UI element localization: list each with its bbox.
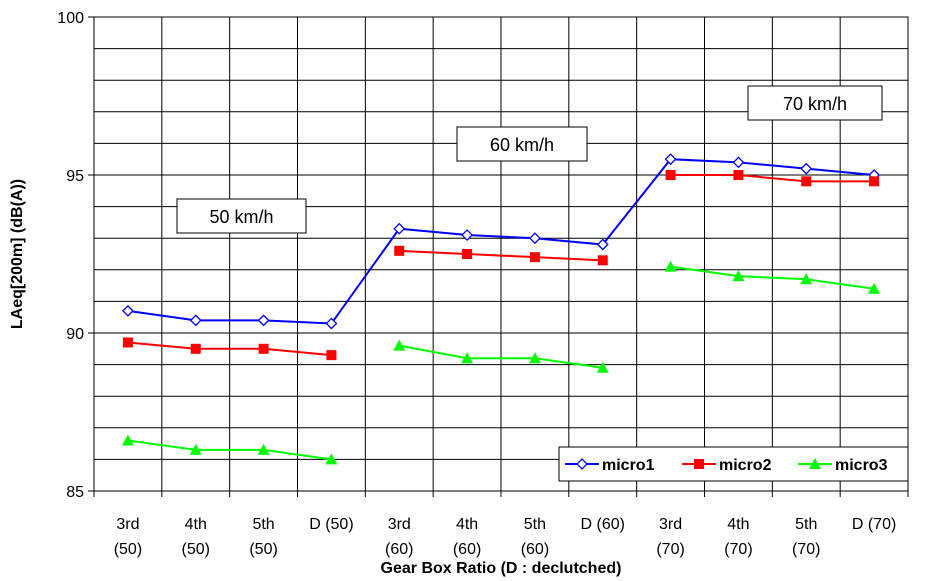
data-point [189, 314, 202, 327]
x-tick-labels: 3rd (50) 4th (50) 5th (50) D (50) 3rd (60) 4th (60… [114, 516, 897, 558]
data-point [732, 270, 745, 282]
annotation-label: 50 km/h [209, 207, 273, 227]
data-point [394, 245, 405, 256]
data-point [189, 443, 202, 455]
series-line [127, 158, 875, 325]
x-tick-label: 3rd [116, 516, 139, 533]
data-point [868, 282, 881, 294]
series-line [670, 174, 875, 183]
series [121, 153, 881, 465]
data-point [121, 434, 134, 446]
x-axis-title: Gear Box Ratio (D : declutched) [381, 560, 622, 577]
data-point [869, 176, 880, 187]
data-point [596, 238, 609, 251]
data-point [121, 304, 134, 317]
annotation-label: 60 km/h [490, 135, 554, 155]
x-tick-label: (70) [792, 541, 820, 558]
x-tick-label: 3rd [388, 516, 411, 533]
data-point [800, 273, 813, 285]
series-line [127, 341, 332, 357]
x-tick-label: (70) [656, 541, 684, 558]
data-point [325, 317, 338, 330]
data-point [664, 260, 677, 272]
grid [88, 16, 909, 497]
x-tick-label: 3rd [659, 516, 682, 533]
data-point [732, 156, 745, 169]
data-point [800, 162, 813, 175]
speed-annotations: 50 km/h 60 km/h 70 km/h [176, 85, 883, 234]
y-tick-label: 95 [66, 168, 84, 185]
x-tick-label: (60) [385, 541, 413, 558]
y-axis-title: LAeq[200m] (dB(A)) [9, 179, 26, 329]
data-point [461, 229, 474, 241]
plot-area [93, 16, 909, 492]
x-tick-label: (50) [114, 541, 142, 558]
data-point [529, 252, 540, 263]
data-point [665, 170, 676, 180]
data-point [257, 314, 270, 327]
series-line [127, 439, 332, 461]
data-point [528, 232, 541, 245]
data-point [694, 459, 704, 469]
series-line [399, 249, 603, 262]
x-tick-label: 5th [524, 516, 546, 533]
x-tick-label: D (60) [581, 516, 625, 533]
series-line [399, 344, 603, 369]
data-point [801, 176, 812, 187]
data-point [393, 222, 406, 235]
data-point [461, 352, 474, 364]
annotation-label: 70 km/h [783, 94, 847, 114]
data-point [257, 443, 270, 455]
y-tick-label: 100 [57, 10, 84, 27]
legend-label: micro1 [602, 457, 655, 474]
x-tick-label: 4th [185, 516, 207, 533]
legend: micro1 micro2 micro3 [558, 446, 909, 482]
data-point [393, 339, 406, 351]
data-point [576, 458, 588, 470]
x-tick-label: 4th [456, 516, 478, 533]
data-point [326, 350, 337, 361]
data-point [528, 352, 541, 364]
data-point [122, 337, 133, 348]
y-tick-label: 85 [66, 484, 84, 501]
x-tick-label: (70) [724, 541, 752, 558]
annotation-box [747, 85, 883, 121]
y-tick-labels: 85 90 95 100 [57, 10, 84, 501]
data-point [190, 343, 201, 354]
legend-box [558, 446, 909, 482]
x-tick-label: 5th [795, 516, 817, 533]
data-point [462, 249, 473, 259]
legend-label: micro3 [835, 457, 888, 474]
series-micro3 [121, 260, 881, 465]
series-micro2 [122, 170, 880, 361]
data-point [809, 458, 821, 469]
data-point [733, 170, 744, 180]
x-tick-label: (50) [182, 541, 210, 558]
y-tick-label: 90 [66, 326, 84, 343]
data-point [597, 255, 608, 266]
data-point [596, 361, 609, 373]
data-point [258, 343, 269, 354]
x-tick-label: (50) [249, 541, 277, 558]
x-tick-label: (60) [453, 541, 481, 558]
series-line [670, 265, 875, 290]
x-tick-label: 4th [727, 516, 749, 533]
x-tick-label: D (70) [852, 516, 896, 533]
x-tick-label: 5th [252, 516, 274, 533]
annotation-box [456, 126, 588, 162]
x-tick-label: (60) [521, 541, 549, 558]
data-point [664, 153, 677, 166]
x-tick-label: D (50) [309, 516, 353, 533]
annotation-box [176, 198, 307, 234]
legend-label: micro2 [719, 457, 772, 474]
data-point [325, 453, 338, 465]
